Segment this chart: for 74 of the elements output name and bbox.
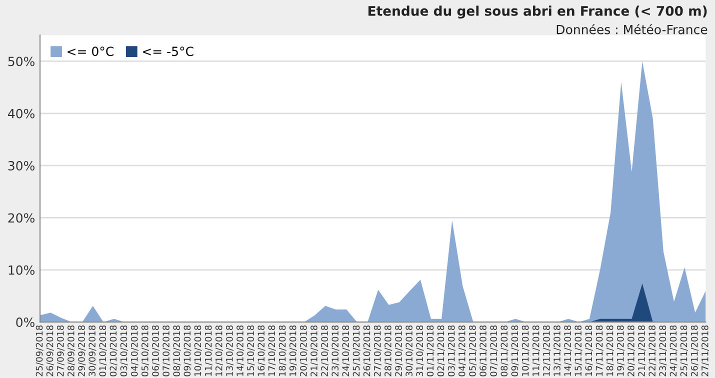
x-tick-label: 30/09/2018 [88, 325, 96, 376]
x-tick-label: 15/10/2018 [247, 325, 255, 376]
y-tick-label: 20% [8, 213, 34, 223]
x-tick-label: 15/11/2018 [574, 325, 582, 376]
x-tick-label: 01/11/2018 [426, 325, 434, 376]
x-tick-label: 09/10/2018 [184, 325, 192, 376]
x-tick-label: 13/10/2018 [226, 325, 234, 376]
x-tick-label: 11/10/2018 [204, 325, 212, 376]
x-tick-label: 05/10/2018 [141, 325, 150, 376]
legend-label: <= -5°C [142, 46, 194, 56]
x-tick-label: 03/10/2018 [120, 325, 128, 376]
x-tick-label: 17/11/2018 [596, 325, 604, 376]
x-tick-label: 22/11/2018 [648, 325, 656, 376]
x-tick-label: 07/10/2018 [162, 325, 170, 376]
x-tick-label: 16/11/2018 [585, 325, 593, 376]
x-tick-label: 28/09/2018 [68, 325, 76, 376]
x-tick-label: 22/10/2018 [321, 325, 329, 376]
y-tick-label: 10% [8, 265, 34, 275]
x-tick-label: 20/11/2018 [628, 325, 636, 376]
x-tick-label: 26/09/2018 [46, 325, 54, 376]
x-tick-label: 16/10/2018 [258, 325, 266, 376]
x-tick-label: 10/11/2018 [522, 325, 530, 376]
y-tick-label: 50% [8, 56, 34, 66]
legend-label: <= 0°C [68, 46, 114, 56]
x-tick-label: 29/10/2018 [395, 325, 403, 376]
x-tick-label: 12/11/2018 [543, 325, 551, 376]
x-tick-label: 12/10/2018 [215, 325, 223, 376]
x-tick-label: 31/10/2018 [416, 325, 424, 376]
x-tick-label: 26/10/2018 [363, 325, 371, 376]
x-tick-label: 25/11/2018 [680, 325, 688, 376]
x-tick-label: 21/10/2018 [310, 325, 318, 376]
x-tick-label: 19/10/2018 [289, 325, 297, 376]
x-tick-label: 25/09/2018 [36, 325, 44, 376]
x-tick-label: 02/11/2018 [437, 325, 445, 376]
x-tick-label: 28/10/2018 [384, 325, 392, 376]
x-tick-label: 02/10/2018 [110, 325, 118, 376]
y-tick-label: 0% [16, 318, 34, 327]
x-tick-label: 04/10/2018 [130, 325, 138, 376]
x-tick-label: 18/11/2018 [606, 325, 614, 376]
x-tick-label: 30/10/2018 [406, 325, 414, 376]
x-tick-label: 23/11/2018 [659, 325, 667, 376]
x-tick-label: 25/10/2018 [352, 325, 360, 376]
x-tick-label: 06/11/2018 [480, 325, 488, 376]
chart-title: Etendue du gel sous abri en France (< 700 m) [368, 6, 707, 19]
x-tick-label: 18/10/2018 [278, 325, 286, 376]
x-tick-label: 20/10/2018 [300, 325, 308, 376]
x-tick-label: 27/10/2018 [374, 325, 382, 376]
x-tick-label: 29/09/2018 [78, 325, 86, 376]
x-tick-label: 24/11/2018 [670, 325, 678, 376]
x-tick-label: 04/11/2018 [458, 325, 466, 376]
x-tick-label: 11/11/2018 [532, 325, 540, 376]
x-tick-label: 07/11/2018 [490, 325, 498, 376]
x-tick-label: 08/10/2018 [173, 325, 181, 376]
x-tick-label: 03/11/2018 [448, 325, 456, 376]
x-tick-label: 23/10/2018 [332, 325, 340, 376]
x-tick-label: 09/11/2018 [511, 325, 519, 376]
x-tick-label: 05/11/2018 [469, 325, 477, 376]
x-tick-label: 21/11/2018 [638, 325, 646, 376]
x-tick-label: 13/11/2018 [554, 325, 562, 376]
x-tick-label: 17/10/2018 [268, 325, 276, 376]
x-tick-label: 06/10/2018 [152, 325, 160, 376]
x-tick-label: 27/09/2018 [56, 325, 64, 376]
x-tick-label: 08/11/2018 [500, 325, 508, 376]
y-tick-label: 40% [8, 108, 34, 118]
y-tick-label: 30% [8, 161, 34, 170]
x-tick-label: 14/11/2018 [564, 325, 572, 376]
x-tick-label: 14/10/2018 [236, 325, 244, 376]
x-tick-label: 01/10/2018 [99, 325, 107, 376]
x-tick-label: 26/11/2018 [690, 325, 698, 376]
x-tick-label: 27/11/2018 [701, 325, 710, 376]
x-tick-label: 19/11/2018 [616, 325, 625, 376]
chart-subtitle: Données : Météo-France [556, 24, 708, 34]
x-tick-label: 24/10/2018 [342, 325, 350, 376]
x-tick-label: 10/10/2018 [194, 325, 202, 376]
